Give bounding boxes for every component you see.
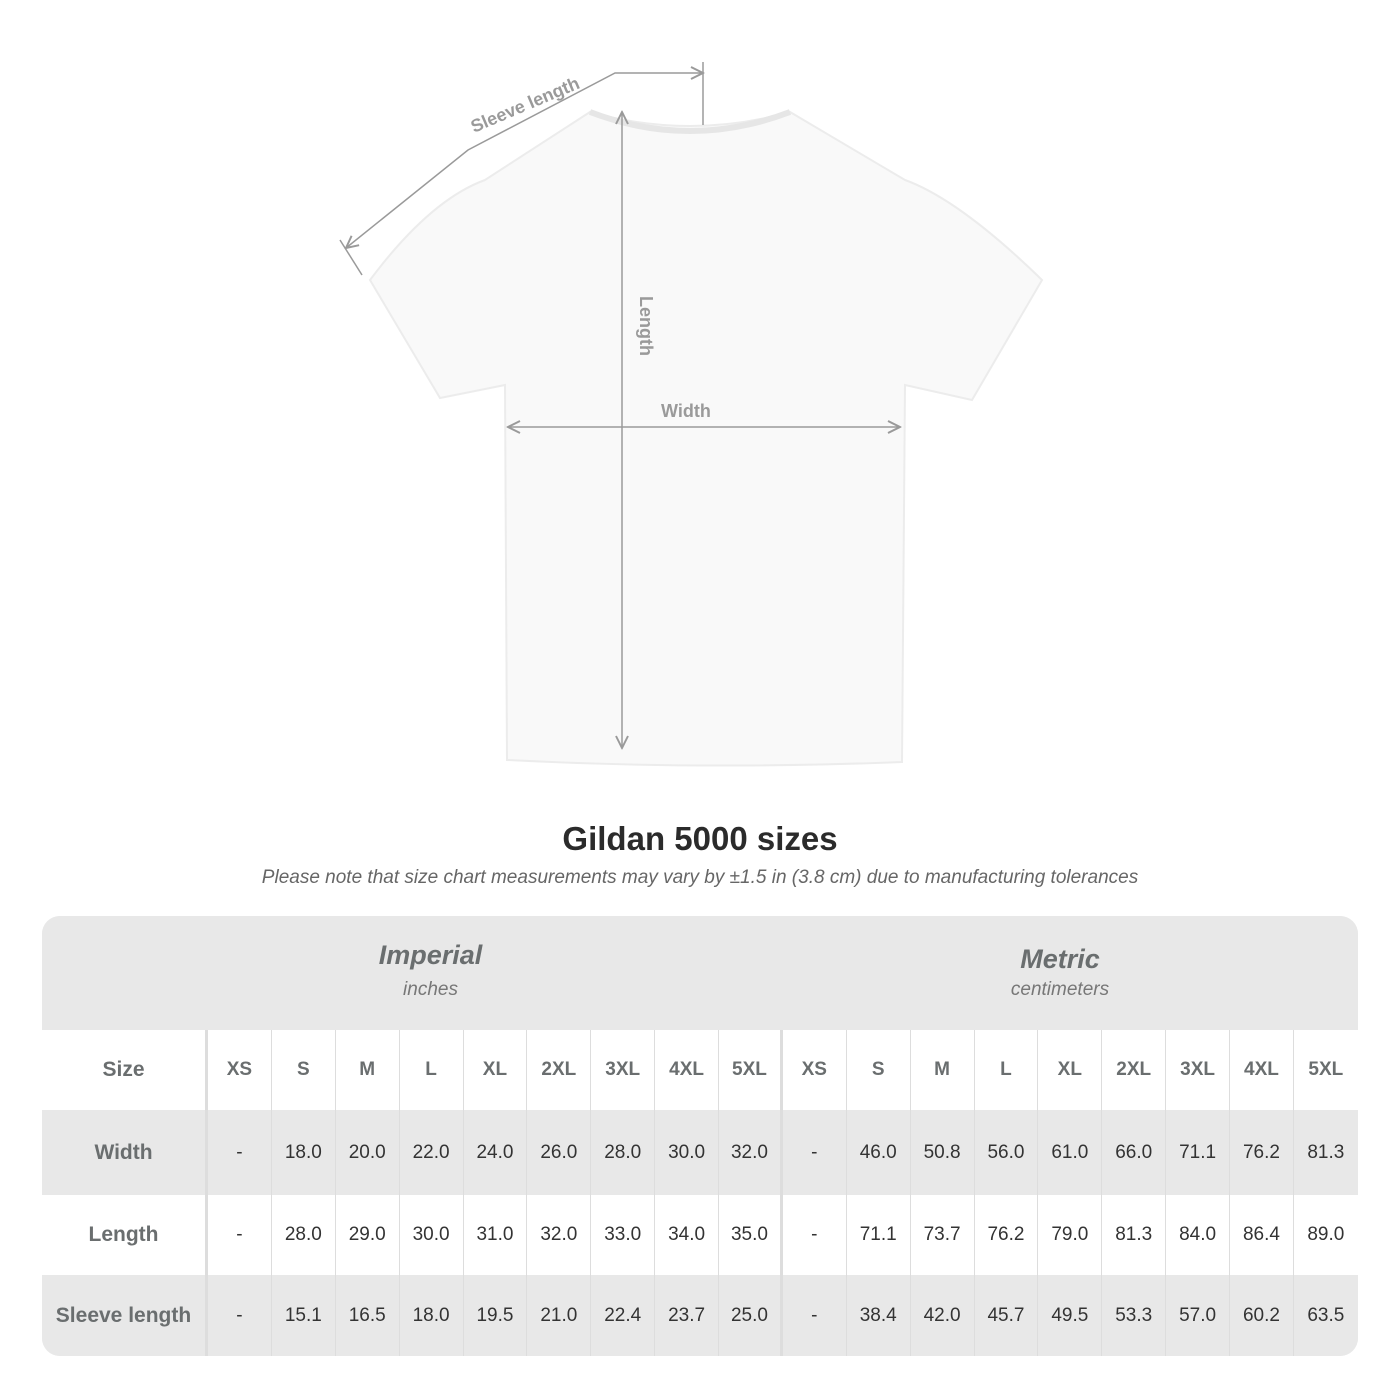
size-header-cell: 3XL — [591, 1030, 656, 1110]
metric-cell: 86.4 — [1230, 1195, 1294, 1275]
metric-cell: 42.0 — [911, 1275, 975, 1356]
row-label: Sleeve length — [42, 1275, 208, 1356]
imperial-cell: 22.0 — [400, 1110, 464, 1195]
imperial-cell: 21.0 — [527, 1275, 592, 1356]
width-label: Width — [661, 401, 711, 421]
imperial-cell: - — [208, 1195, 272, 1275]
size-header-cell: 5XL — [1308, 1059, 1344, 1080]
size-header-cell: 3XL — [1166, 1030, 1230, 1110]
tshirt-image — [368, 110, 1044, 767]
imperial-cell: 26.0 — [527, 1110, 592, 1195]
imperial-cell: 30.0 — [655, 1110, 719, 1195]
size-header-cell: L — [975, 1030, 1039, 1110]
metric-cell: 61.0 — [1038, 1110, 1103, 1195]
metric-cell: 73.7 — [911, 1195, 975, 1275]
imperial-cell: 18.0 — [272, 1110, 336, 1195]
metric-cell: 50.8 — [911, 1110, 975, 1195]
imperial-cell: 18.0 — [400, 1275, 464, 1356]
metric-cell: 76.2 — [1230, 1110, 1294, 1195]
width-measure: Width — [508, 401, 900, 427]
metric-cell: - — [783, 1110, 847, 1195]
imperial-cell: 28.0 — [591, 1110, 656, 1195]
table-row: Length -28.0 29.0 30.0 31.0 32.0 33.0 34.0 35.0-… — [42, 1195, 1358, 1275]
size-header-cell: S — [847, 1030, 911, 1110]
size-header-cell: 2XL — [527, 1030, 592, 1110]
table-row: Sleeve length -15.1 16.5 18.0 19.5 21.0 22.4 23… — [42, 1275, 1358, 1356]
metric-cell: 45.7 — [975, 1275, 1039, 1356]
imperial-cell: 25.0 — [719, 1275, 783, 1356]
size-header-cell: L — [400, 1030, 464, 1110]
metric-cell: 46.0 — [847, 1110, 911, 1195]
metric-cell: 38.4 — [847, 1275, 911, 1356]
metric-title: Metric — [1020, 944, 1100, 974]
imperial-unit: inches — [403, 979, 458, 1000]
metric-cell: 81.3 — [1102, 1195, 1167, 1275]
metric-cell: 49.5 — [1038, 1275, 1103, 1356]
length-label: Length — [636, 296, 656, 356]
metric-cell: - — [783, 1275, 847, 1356]
size-header-cell: 4XL — [1230, 1030, 1294, 1110]
metric-cell: 84.0 — [1166, 1195, 1230, 1275]
table-row: Width -18.0 20.0 22.0 24.0 26.0 28.0 30.0 32.0-4… — [42, 1110, 1358, 1195]
metric-cell: 56.0 — [975, 1110, 1039, 1195]
metric-header: Metric centimeters — [785, 944, 1335, 1001]
imperial-cell: 20.0 — [336, 1110, 400, 1195]
imperial-cell: 32.0 — [719, 1110, 783, 1195]
imperial-title: Imperial — [378, 940, 483, 970]
imperial-cell: 19.5 — [464, 1275, 528, 1356]
metric-cell: 57.0 — [1166, 1275, 1230, 1356]
metric-cell: 60.2 — [1230, 1275, 1294, 1356]
metric-cell: 71.1 — [847, 1195, 911, 1275]
imperial-cell: 33.0 — [591, 1195, 656, 1275]
size-header-row: Size XS S M L XL 2XL 3XL 4XL 5XL XS S M L XL 2XL 3XL 4XL 5… — [42, 1030, 1358, 1110]
size-header-cell: 2XL — [1102, 1030, 1167, 1110]
imperial-cell: - — [208, 1110, 272, 1195]
imperial-cell: 23.7 — [655, 1275, 719, 1356]
imperial-cell: 24.0 — [464, 1110, 528, 1195]
size-label: Size — [42, 1030, 208, 1110]
imperial-cell: 29.0 — [336, 1195, 400, 1275]
imperial-cell: 35.0 — [719, 1195, 783, 1275]
size-header-cell: 4XL — [655, 1030, 719, 1110]
metric-cell: 63.5 — [1307, 1304, 1345, 1326]
imperial-cell: 28.0 — [272, 1195, 336, 1275]
metric-cell: - — [783, 1195, 847, 1275]
unit-header: Imperial inches Metric centimeters — [42, 916, 1358, 1030]
imperial-cell: 22.4 — [591, 1275, 656, 1356]
metric-cell: 53.3 — [1102, 1275, 1167, 1356]
imperial-cell: 31.0 — [464, 1195, 528, 1275]
metric-cell: 81.3 — [1307, 1141, 1345, 1163]
imperial-cell: - — [208, 1275, 272, 1356]
metric-cell: 66.0 — [1102, 1110, 1167, 1195]
size-header-cell: XL — [1038, 1030, 1103, 1110]
size-header-cell: XS — [208, 1030, 272, 1110]
size-header-cell: XS — [783, 1030, 847, 1110]
imperial-header: Imperial inches — [208, 940, 653, 1001]
imperial-cell: 34.0 — [655, 1195, 719, 1275]
size-table: Imperial inches Metric centimeters Size X… — [42, 916, 1358, 1356]
imperial-cell: 15.1 — [272, 1275, 336, 1356]
metric-unit: centimeters — [1010, 979, 1110, 1000]
metric-cell: 79.0 — [1038, 1195, 1103, 1275]
size-header-cell: S — [272, 1030, 336, 1110]
size-header-cell: XL — [464, 1030, 528, 1110]
row-label: Width — [42, 1110, 208, 1195]
tshirt-diagram: Sleeve length Length Width — [339, 62, 1044, 767]
metric-cell: 76.2 — [975, 1195, 1039, 1275]
metric-cell: 71.1 — [1166, 1110, 1230, 1195]
page-title: Gildan 5000 sizes — [562, 820, 838, 857]
size-header-cell: 5XL — [719, 1030, 783, 1110]
tolerance-note: Please note that size chart measurements… — [261, 867, 1139, 888]
size-header-cell: M — [336, 1030, 400, 1110]
imperial-cell: 30.0 — [400, 1195, 464, 1275]
metric-cell: 89.0 — [1307, 1224, 1345, 1245]
row-label: Length — [42, 1195, 208, 1275]
imperial-cell: 16.5 — [336, 1275, 400, 1356]
imperial-cell: 32.0 — [527, 1195, 592, 1275]
size-header-cell: M — [911, 1030, 975, 1110]
